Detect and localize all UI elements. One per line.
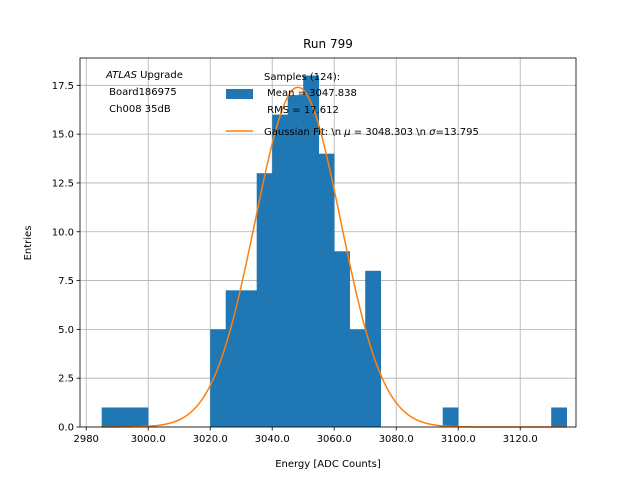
y-tick-label: 12.5 [52,178,74,189]
legend-samples-title: Samples (124): [264,72,340,83]
histogram-bar [303,75,319,428]
x-tick-label: 3000.0 [131,434,166,445]
y-tick-label: 17.5 [52,81,74,92]
histogram-bar [334,251,350,427]
histogram-bar [365,270,381,427]
atlas-upgrade-text: Upgrade [137,70,183,81]
histogram-bar [210,329,226,427]
histogram-bar [287,95,304,427]
board-label: Board186975 [106,87,177,98]
legend-fit-prefix: Gaussian Fit: \n [264,127,344,138]
x-axis-ticks: 2980 3000.0 3020.0 3040.0 3060.0 3080.0 3100.0… [73,427,538,445]
x-tick-label: 3120.0 [503,434,538,445]
y-tick-label: 15.0 [52,130,74,141]
x-tick-label: 3020.0 [193,434,228,445]
legend: Samples (124): Mean = 3047.838 RMS = 17.… [226,72,479,138]
x-tick-label: 3060.0 [317,434,352,445]
x-axis-label: Energy [ADC Counts] [275,459,381,470]
x-tick-label: 3040.0 [255,434,290,445]
channel-label: Ch008 35dB [106,104,171,115]
y-axis-label: Entries [23,226,34,261]
y-tick-label: 7.5 [58,276,74,287]
legend-samples-swatch [226,89,253,99]
histogram-bars [101,75,567,428]
y-axis-ticks: 0.0 2.5 5.0 7.5 10.0 12.5 15.0 17.5 [52,81,80,434]
legend-samples-rms: RMS = 17.612 [264,105,339,116]
atlas-annotation: ATLAS Upgrade Board186975 Ch008 35dB [105,70,183,115]
legend-fit-mid: = 3048.303 \n [351,127,430,138]
histogram-bar [318,153,335,427]
histogram-bar [256,173,273,427]
x-tick-label: 2980 [73,434,98,445]
legend-fit-sigma-symbol: σ [429,127,436,138]
atlas-label: ATLAS Upgrade [105,70,183,81]
histogram-bar [101,407,118,427]
histogram-bar [349,329,366,427]
x-tick-label: 3080.0 [379,434,414,445]
histogram-bar [241,290,257,427]
y-tick-label: 2.5 [58,374,74,385]
plot-frame [79,57,577,428]
histogram-bar [117,407,133,427]
histogram-bar [272,114,288,427]
atlas-italic: ATLAS [105,70,138,81]
legend-samples-mean: Mean = 3047.838 [264,88,357,99]
chart-title: Run 799 [303,37,353,51]
legend-fit-mu-symbol: μ [343,127,350,138]
histogram-bar [551,407,567,427]
y-tick-label: 10.0 [52,227,74,238]
legend-fit-label: Gaussian Fit: \n μ = 3048.303 \n σ=13.79… [264,127,479,138]
y-tick-label: 5.0 [58,325,74,336]
x-tick-label: 3100.0 [441,434,476,445]
legend-fit-suffix: =13.795 [435,127,478,138]
histogram-bar [132,407,149,427]
histogram-bar [442,407,459,427]
y-tick-label: 0.0 [58,423,74,434]
histogram-bar [225,290,242,427]
